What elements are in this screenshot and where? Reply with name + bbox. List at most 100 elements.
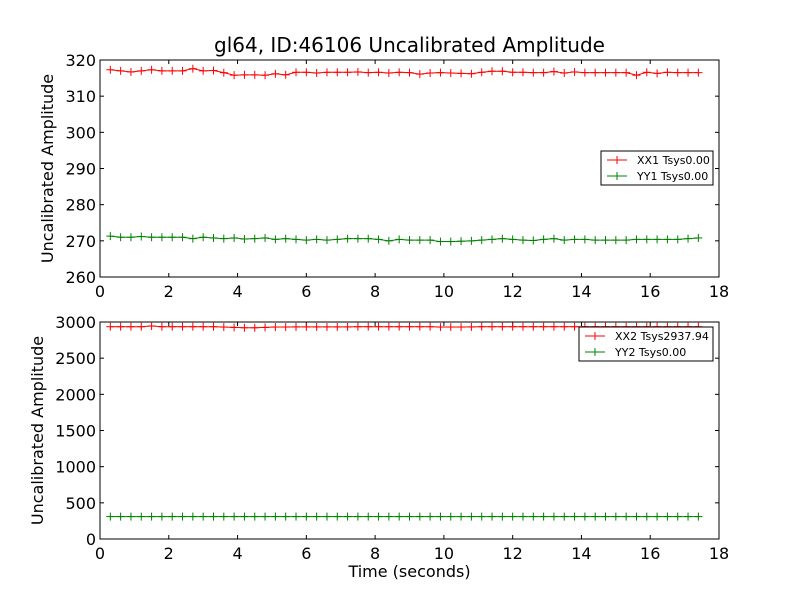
data-point <box>570 512 579 521</box>
data-point <box>106 232 115 241</box>
data-point <box>137 66 146 75</box>
series-1 <box>106 64 703 80</box>
y-axis-label: Uncalibrated Amplitude <box>28 336 47 525</box>
data-point <box>168 66 177 75</box>
data-point <box>684 234 693 243</box>
data-point <box>611 512 620 521</box>
data-point <box>281 70 290 79</box>
data-point <box>518 236 527 245</box>
data-point <box>126 67 135 76</box>
data-point <box>240 70 249 79</box>
data-point <box>529 68 538 77</box>
data-point <box>684 68 693 77</box>
y-tick-label: 280 <box>65 196 96 215</box>
data-point <box>250 70 259 79</box>
data-point <box>333 512 342 521</box>
data-point <box>653 512 662 521</box>
data-point <box>570 235 579 244</box>
data-point <box>219 234 228 243</box>
data-point <box>106 512 115 521</box>
data-point <box>292 68 301 77</box>
data-point <box>353 234 362 243</box>
data-point <box>364 68 373 77</box>
data-point <box>622 68 631 77</box>
data-point <box>333 68 342 77</box>
data-point <box>457 69 466 78</box>
data-point <box>488 512 497 521</box>
data-point <box>199 512 208 521</box>
data-point <box>632 71 641 80</box>
data-point <box>426 236 435 245</box>
data-point <box>663 68 672 77</box>
data-point <box>157 322 166 331</box>
data-point <box>302 236 311 245</box>
data-point <box>446 512 455 521</box>
data-point <box>353 322 362 331</box>
data-point <box>374 68 383 77</box>
data-point <box>694 68 703 77</box>
data-point <box>549 322 558 331</box>
data-point <box>498 234 507 243</box>
x-tick-label: 0 <box>95 544 105 563</box>
data-point <box>518 322 527 331</box>
x-tick-label: 16 <box>640 544 660 563</box>
y-tick-label: 270 <box>65 232 96 251</box>
legend-item: YY2 Tsys0.00 <box>585 346 686 359</box>
data-point <box>415 322 424 331</box>
data-point <box>261 233 270 242</box>
chart-panel-2: 0 2 4 6 8 10 12 14 16 18 0 500 1000 1500 2000 2500 3000 X… <box>28 313 729 581</box>
data-point <box>240 512 249 521</box>
data-point <box>591 236 600 245</box>
legend: XX1 Tsys0.00 YY1 Tsys0.00 <box>600 150 714 186</box>
legend-item: YY1 Tsys0.00 <box>607 170 708 183</box>
data-point <box>611 68 620 77</box>
data-point <box>467 236 476 245</box>
y-tick-label: 260 <box>65 268 96 287</box>
data-point <box>147 233 156 242</box>
data-point <box>157 66 166 75</box>
chart-title: gl64, ID:46106 Uncalibrated Amplitude <box>214 33 605 57</box>
y-tick-label: 2500 <box>55 349 96 368</box>
legend-label: YY2 Tsys0.00 <box>614 346 686 359</box>
data-point <box>549 512 558 521</box>
data-point <box>322 322 331 331</box>
x-tick-label: 18 <box>709 282 729 301</box>
data-point <box>178 512 187 521</box>
data-point <box>446 323 455 332</box>
data-point <box>137 512 146 521</box>
data-point <box>384 322 393 331</box>
data-point <box>292 322 301 331</box>
data-point <box>250 323 259 332</box>
data-point <box>539 235 548 244</box>
data-point <box>384 69 393 78</box>
data-point <box>488 235 497 244</box>
data-point <box>694 233 703 242</box>
data-point <box>488 67 497 76</box>
data-point <box>673 512 682 521</box>
data-point <box>106 322 115 331</box>
data-point <box>178 66 187 75</box>
data-point <box>632 235 641 244</box>
x-tick-label: 8 <box>370 544 380 563</box>
x-tick-label: 2 <box>164 544 174 563</box>
legend-label: XX1 Tsys0.00 <box>637 154 710 167</box>
data-point <box>219 323 228 332</box>
data-point <box>591 512 600 521</box>
data-point <box>343 322 352 331</box>
data-point <box>188 512 197 521</box>
data-point <box>374 322 383 331</box>
data-point <box>343 234 352 243</box>
data-point <box>560 512 569 521</box>
y-axis-label: Uncalibrated Amplitude <box>38 74 57 263</box>
data-point <box>436 323 445 332</box>
series-line <box>110 235 699 243</box>
data-point <box>601 68 610 77</box>
data-point <box>250 512 259 521</box>
data-point <box>405 322 414 331</box>
data-point <box>147 65 156 74</box>
data-point <box>508 235 517 244</box>
data-point <box>168 512 177 521</box>
data-point <box>446 69 455 78</box>
data-point <box>653 235 662 244</box>
y-tick-label: 2000 <box>55 385 96 404</box>
